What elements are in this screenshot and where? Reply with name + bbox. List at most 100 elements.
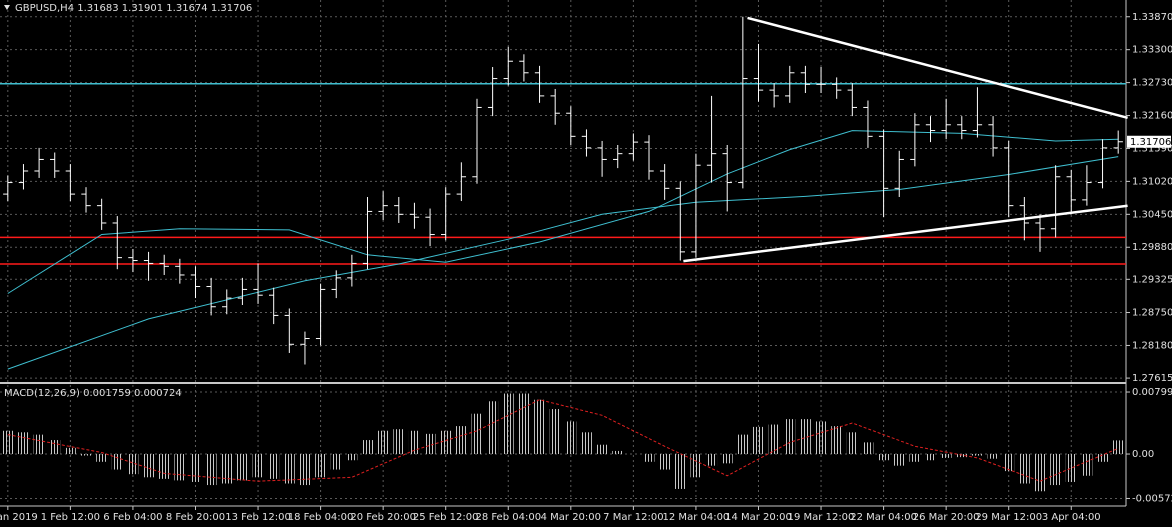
x-tick-label: 29 Mar 12:00 bbox=[975, 512, 1042, 523]
macd-bar bbox=[268, 454, 280, 479]
x-tick-label: 12 Mar 04:00 bbox=[663, 512, 730, 523]
macd-bar bbox=[1081, 454, 1093, 476]
macd-bar bbox=[971, 454, 983, 456]
macd-bar bbox=[893, 454, 905, 466]
moving-average bbox=[7, 156, 1119, 370]
trendline bbox=[683, 204, 1128, 263]
macd-bar bbox=[205, 454, 217, 486]
y-tick-label: 1.31590 bbox=[1132, 143, 1172, 154]
macd-bar bbox=[346, 454, 358, 461]
macd-bar bbox=[643, 454, 655, 462]
x-tick-label: 25 Feb 12:00 bbox=[413, 512, 479, 523]
macd-bar bbox=[252, 454, 264, 478]
macd-bar bbox=[80, 454, 92, 456]
macd-bar bbox=[1050, 454, 1062, 486]
macd-bar bbox=[721, 454, 733, 464]
macd-bar bbox=[393, 429, 405, 455]
x-tick-label: 4 Mar 20:00 bbox=[541, 512, 601, 523]
macd-bar bbox=[534, 399, 546, 455]
macd-bar bbox=[487, 401, 499, 455]
macd-bar bbox=[1065, 454, 1077, 482]
macd-bar bbox=[408, 430, 420, 455]
x-tick-label: 19 Mar 12:00 bbox=[788, 512, 855, 523]
macd-bar bbox=[1034, 454, 1046, 492]
macd-bar bbox=[174, 454, 186, 481]
macd-bar bbox=[690, 454, 702, 478]
macd-bar bbox=[315, 454, 327, 478]
y-tick-label: 1.29325 bbox=[1132, 274, 1172, 285]
macd-bar bbox=[815, 421, 827, 455]
y-tick-label: 1.29880 bbox=[1132, 242, 1172, 253]
y-tick-label: 1.32160 bbox=[1132, 111, 1172, 122]
y-tick-label: 1.33870 bbox=[1132, 12, 1172, 23]
y-tick-label: 1.27615 bbox=[1132, 373, 1172, 384]
macd-bar bbox=[49, 440, 61, 455]
macd-bar bbox=[96, 454, 108, 462]
macd-bar bbox=[1003, 454, 1015, 472]
x-tick-label: 6 Feb 04:00 bbox=[103, 512, 162, 523]
macd-bar bbox=[377, 430, 389, 455]
macd-bar bbox=[1097, 454, 1109, 462]
x-tick-label: 22 Mar 04:00 bbox=[850, 512, 917, 523]
macd-bar bbox=[502, 393, 514, 455]
macd-bar bbox=[221, 454, 233, 484]
y-tick-label: 1.31020 bbox=[1132, 176, 1172, 187]
macd-bar bbox=[1112, 440, 1124, 455]
x-tick-label: 14 Mar 20:00 bbox=[725, 512, 792, 523]
macd-bar bbox=[424, 433, 436, 455]
x-tick-label: 13 Feb 12:00 bbox=[225, 512, 291, 523]
y-tick-label: 1.28180 bbox=[1132, 340, 1172, 351]
macd-bar bbox=[940, 454, 952, 458]
macd-bar bbox=[440, 430, 452, 455]
macd-bar bbox=[549, 409, 561, 455]
last-price-label: 1.31706 bbox=[1130, 137, 1171, 148]
macd-bar bbox=[753, 426, 764, 455]
y-tick-label: 1.30450 bbox=[1132, 209, 1172, 220]
x-tick-label: 20 Feb 20:00 bbox=[350, 512, 416, 523]
moving-average bbox=[7, 130, 1119, 294]
macd-bar bbox=[737, 434, 749, 455]
macd-bar bbox=[299, 454, 311, 486]
y-tick-label: 1.33300 bbox=[1132, 45, 1172, 56]
macd-bar bbox=[518, 393, 530, 455]
macd-bar bbox=[64, 447, 76, 455]
y-tick-label: 0.007995 bbox=[1132, 387, 1172, 398]
macd-bar bbox=[706, 454, 718, 466]
macd-bar bbox=[455, 426, 467, 455]
macd-bar bbox=[143, 454, 155, 478]
macd-title: MACD(12,26,9) 0.001759 0.000724 bbox=[4, 388, 182, 399]
macd-bar bbox=[1018, 454, 1030, 484]
macd-bar bbox=[925, 454, 936, 461]
x-tick-label: 8 Feb 20:00 bbox=[166, 512, 225, 523]
macd-bar bbox=[612, 450, 624, 455]
chart-title: GBPUSD,H4 1.31683 1.31901 1.31674 1.3170… bbox=[15, 3, 252, 14]
macd-bar bbox=[236, 454, 248, 481]
macd-bar bbox=[596, 444, 608, 455]
macd-bar bbox=[283, 454, 295, 484]
macd-bar bbox=[17, 432, 29, 455]
x-tick-label: 28 Feb 04:00 bbox=[475, 512, 541, 523]
macd-bar bbox=[127, 454, 139, 475]
macd-bar bbox=[831, 426, 843, 455]
symbol-menu-icon bbox=[4, 5, 10, 10]
macd-bar bbox=[909, 454, 921, 462]
macd-bar bbox=[565, 421, 577, 455]
macd-bar bbox=[190, 454, 201, 482]
x-tick-label: 1 Feb 12:00 bbox=[41, 512, 100, 523]
macd-bar bbox=[846, 432, 858, 455]
x-tick-label: 29 Jan 2019 bbox=[0, 512, 38, 523]
y-tick-label: 1.32730 bbox=[1132, 78, 1172, 89]
macd-bar bbox=[768, 424, 780, 455]
macd-bar bbox=[111, 454, 123, 470]
y-tick-label: 0.00 bbox=[1132, 449, 1154, 460]
macd-bar bbox=[784, 419, 796, 455]
x-tick-label: 26 Mar 20:00 bbox=[913, 512, 980, 523]
macd-bar bbox=[471, 413, 483, 455]
x-tick-label: 3 Apr 04:00 bbox=[1042, 512, 1101, 523]
trendline bbox=[747, 16, 1128, 120]
y-tick-label: 1.28750 bbox=[1132, 308, 1172, 319]
macd-bar bbox=[362, 440, 373, 455]
macd-bar bbox=[987, 454, 999, 459]
